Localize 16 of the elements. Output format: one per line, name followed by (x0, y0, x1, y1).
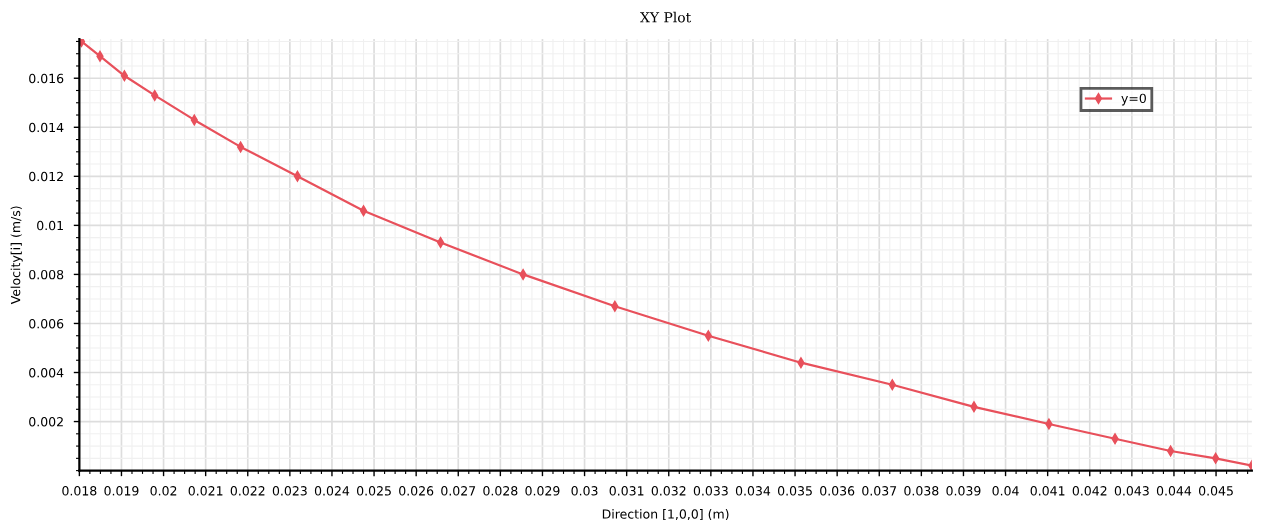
point (704, 330, 712, 341)
point (1111, 433, 1119, 444)
point (79, 39, 85, 47)
point (293, 171, 301, 182)
point (360, 205, 368, 216)
point (797, 357, 805, 368)
point (888, 379, 896, 390)
point (437, 237, 445, 248)
point (120, 70, 128, 81)
line-series (79, 39, 1252, 471)
point (519, 269, 527, 280)
point (970, 401, 978, 412)
point (151, 90, 159, 101)
point (611, 301, 619, 312)
point (96, 51, 104, 62)
point (1212, 453, 1220, 464)
